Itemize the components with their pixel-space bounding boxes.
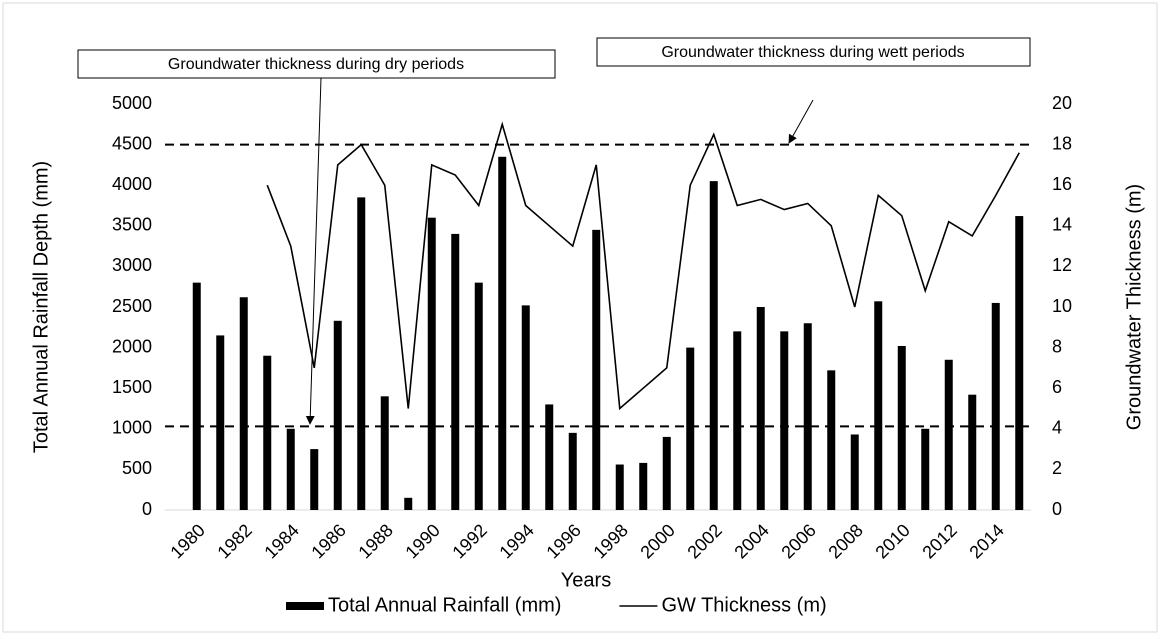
line [266, 121, 1020, 411]
annotation-box [77, 49, 556, 79]
bar [380, 396, 389, 510]
y2-tick-label: 2 [1052, 458, 1062, 478]
bar [263, 355, 272, 510]
y-tick-label: 4000 [112, 174, 152, 194]
y-tick-label: 0 [142, 499, 152, 519]
bar [1015, 216, 1024, 510]
annotation: Groundwater thickness during dry periods [168, 56, 464, 73]
bar [192, 282, 201, 510]
bar [568, 432, 577, 510]
bar [709, 181, 718, 510]
bar [780, 331, 789, 510]
bar [404, 497, 413, 510]
y2-tick-label: 0 [1052, 499, 1062, 519]
bar [615, 464, 624, 510]
y-tick-label: 5000 [112, 93, 152, 113]
bar [286, 428, 295, 510]
bar [803, 323, 812, 510]
bar [357, 197, 366, 510]
legend-label: Total Annual Rainfall (mm) [328, 594, 561, 616]
y-tick-label: 4500 [112, 133, 152, 153]
y-tick-label: 1000 [112, 418, 152, 438]
y2-tick-label: 16 [1052, 174, 1072, 194]
y-tick-label: 2500 [112, 296, 152, 316]
bar [333, 320, 342, 510]
bar [827, 370, 836, 510]
annotation-box [596, 37, 1031, 67]
bar [545, 404, 554, 510]
legend-swatch [286, 602, 324, 610]
annotation-arrow [305, 77, 322, 425]
bar [991, 302, 1000, 510]
bar [639, 462, 648, 510]
x-axis-title: Years [561, 569, 611, 591]
bar [498, 156, 507, 510]
y2-tick-label: 12 [1052, 255, 1072, 275]
y-tick-label: 3500 [112, 215, 152, 235]
y-axis-title: Total Annual Rainfall Depth (mm) [30, 161, 52, 453]
bar [662, 436, 671, 510]
y2-tick-label: 14 [1052, 215, 1072, 235]
annotation: Groundwater thickness during wett period… [661, 44, 964, 61]
bar [310, 449, 319, 510]
bar [874, 301, 883, 510]
legend-label: GW Thickness (m) [661, 594, 826, 616]
bar [944, 359, 953, 510]
y2-tick-label: 6 [1052, 377, 1062, 397]
y2-tick-label: 20 [1052, 93, 1072, 113]
bar [474, 282, 483, 510]
y2-axis-title: Groundwater Thickness (m) [1123, 184, 1145, 430]
y2-tick-label: 10 [1052, 296, 1072, 316]
bar [686, 347, 695, 510]
bar [216, 335, 225, 510]
bar [451, 233, 460, 511]
bar [756, 307, 765, 510]
y-tick-label: 3000 [112, 255, 152, 275]
y-tick-label: 500 [122, 458, 152, 478]
bar [239, 297, 248, 510]
y2-tick-label: 8 [1052, 336, 1062, 356]
bar [897, 345, 906, 510]
y2-tick-label: 4 [1052, 418, 1062, 438]
bar [521, 305, 530, 510]
bar [427, 217, 436, 510]
bar [850, 434, 859, 510]
bar [921, 428, 930, 510]
bar [733, 331, 742, 510]
bar [968, 394, 977, 510]
y-tick-label: 2000 [112, 336, 152, 356]
bar [592, 229, 601, 511]
y-tick-label: 1500 [112, 377, 152, 397]
annotation-arrow [788, 99, 814, 144]
y2-tick-label: 18 [1052, 133, 1072, 153]
